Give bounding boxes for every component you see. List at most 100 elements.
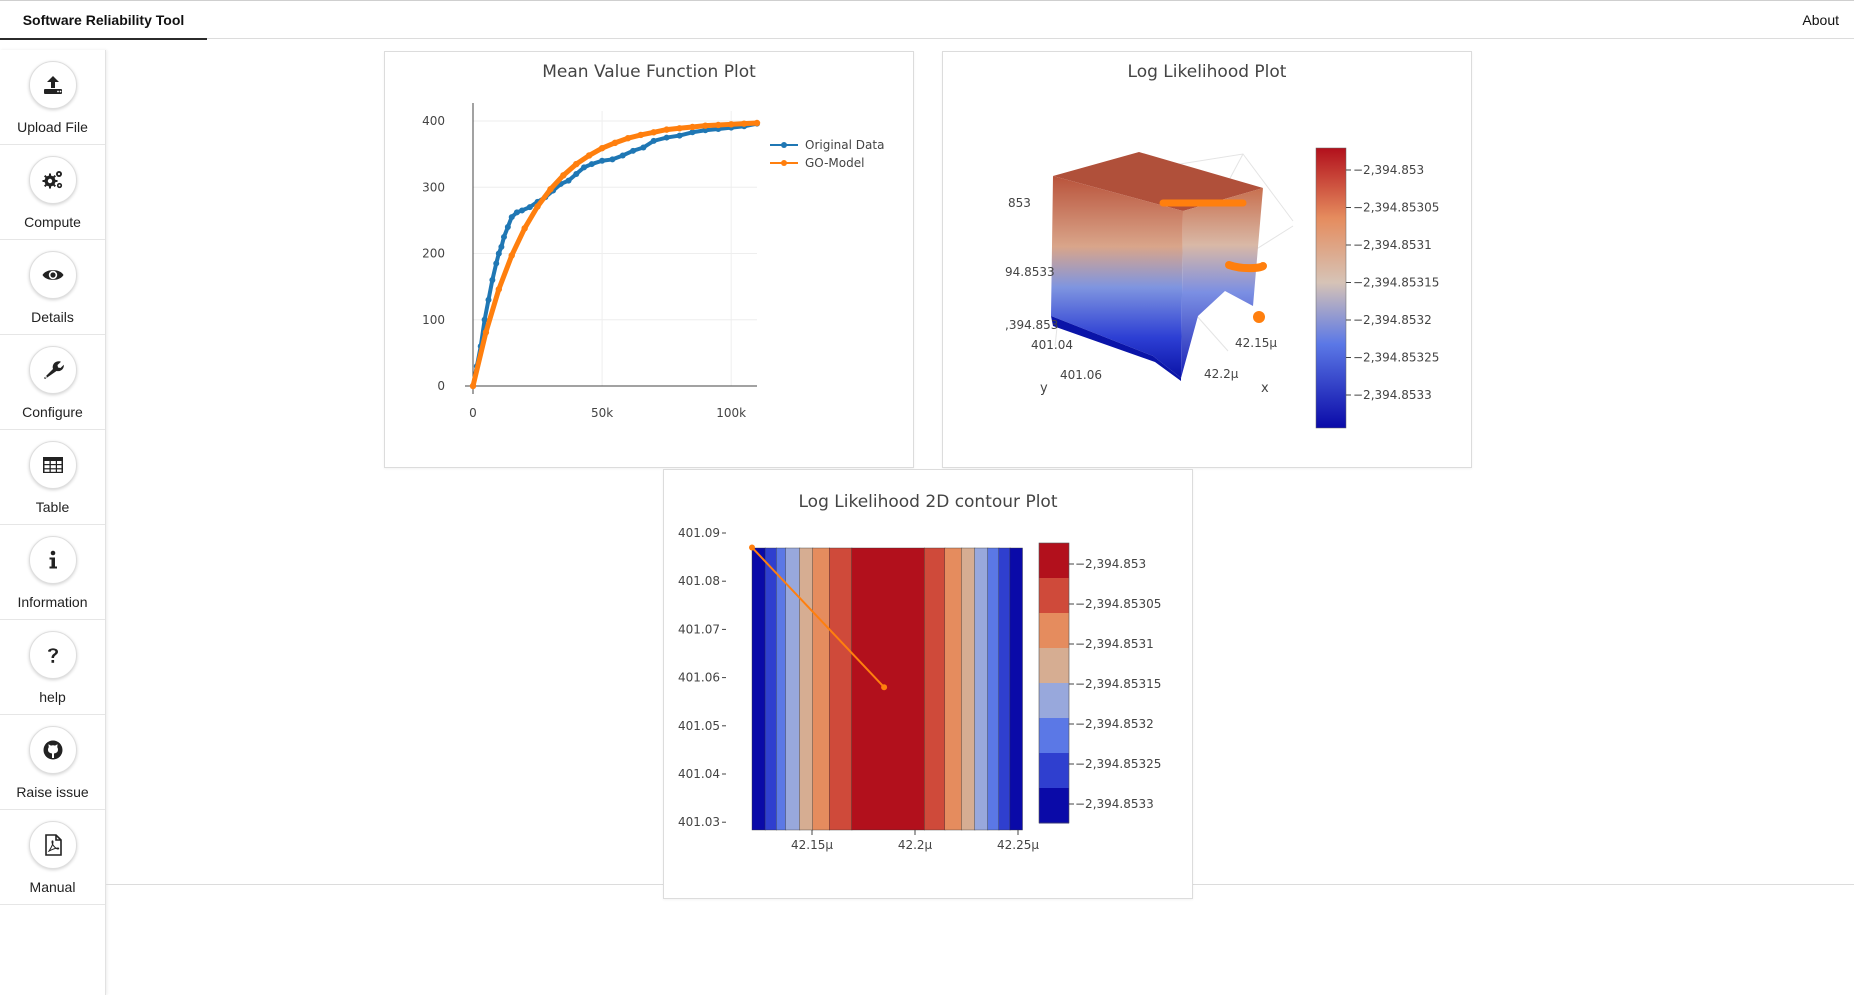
y-tick-label: 300: [422, 180, 445, 194]
data-point: [663, 126, 670, 133]
data-point: [508, 214, 515, 221]
series-line-1: [470, 120, 758, 387]
colorbar-tick-label: −2,394.8531: [1075, 637, 1154, 651]
data-point: [599, 157, 606, 164]
x-tick-label: 100k: [716, 406, 746, 420]
data-point: [585, 152, 593, 159]
colorbar-tick-label: −2,394.8532: [1075, 717, 1154, 731]
sidebar-item-compute[interactable]: Compute: [0, 145, 105, 240]
y-tick-label: 0: [437, 379, 445, 393]
data-point: [663, 134, 670, 141]
legend-label: GO-Model: [805, 156, 864, 170]
data-point: [526, 204, 533, 211]
y-tick-label: 401.06: [1060, 368, 1102, 382]
x-tick-label: 42.25μ: [997, 838, 1039, 852]
surface-path-mid: [1225, 261, 1267, 273]
sidebar-item-table[interactable]: Table: [0, 430, 105, 525]
contour-band: [776, 547, 787, 831]
data-point: [630, 147, 637, 154]
data-point: [495, 286, 503, 293]
question-icon: [28, 631, 77, 679]
mean-value-chart[interactable]: 0 100 200 300 400 0 50k 100k Original Data GO-Mo…: [385, 86, 913, 466]
colorbar-swatch: [1039, 753, 1069, 789]
data-point: [609, 156, 616, 163]
data-point: [498, 243, 505, 250]
colorbar-swatch: [1039, 648, 1069, 684]
wrench-icon: [28, 346, 77, 394]
sidebar-item-details[interactable]: Details: [0, 240, 105, 335]
eye-icon: [28, 251, 77, 299]
data-point: [482, 329, 490, 336]
x-tick-label: 42.15μ: [1235, 336, 1277, 350]
data-point: [753, 119, 761, 127]
data-point: [640, 144, 647, 151]
data-point: [689, 129, 696, 136]
data-point: [493, 260, 500, 267]
data-point: [581, 164, 588, 171]
x-tick-label: 0: [469, 406, 477, 420]
contour-band: [851, 547, 925, 831]
contour-chart[interactable]: 401.09 401.08 401.07 401.06 401.05 401.04 401.…: [664, 524, 1192, 894]
sidebar-item-manual[interactable]: Manual: [0, 810, 105, 905]
colorbar-tick-label: −2,394.85305: [1353, 201, 1439, 215]
y-tick-label: 401.05: [678, 719, 720, 733]
gears-icon: [28, 156, 77, 204]
contour-path-point: [881, 684, 888, 691]
data-point: [504, 224, 511, 230]
sidebar-item-upload-file[interactable]: Upload File: [0, 50, 105, 145]
data-point: [565, 177, 572, 184]
pdf-icon: [28, 821, 77, 869]
data-point: [481, 316, 488, 323]
data-point: [573, 171, 580, 177]
sidebar-item-configure[interactable]: Configure: [0, 335, 105, 430]
contour-band: [961, 547, 976, 831]
about-link[interactable]: About: [1802, 12, 1839, 28]
data-point: [489, 277, 496, 283]
colorbar-tick-label: −2,394.85315: [1353, 276, 1439, 290]
sidebar-item-label: Table: [35, 499, 70, 515]
contour-plot-panel: Log Likelihood 2D contour Plot 401.09 401…: [663, 469, 1193, 899]
sidebar-item-raise-issue[interactable]: Raise issue: [0, 715, 105, 810]
colorbar-swatch: [1039, 613, 1069, 649]
data-point: [740, 120, 748, 127]
data-point: [521, 225, 528, 232]
contour-band: [924, 547, 946, 831]
sidebar-item-help[interactable]: help: [0, 620, 105, 715]
colorbar-tick-label: −2,394.85325: [1353, 351, 1439, 365]
x-axis-label: x: [1261, 381, 1269, 396]
contour-band: [799, 547, 814, 831]
y-tick-label: 401.09: [678, 526, 720, 540]
contour-path-point: [749, 544, 755, 551]
surface-front: [1051, 176, 1183, 378]
surface-right: [1181, 188, 1263, 378]
mean-value-plot-panel: Mean Value Function Plot 0 100 200 300 400 0 5…: [384, 51, 914, 468]
legend-marker: [781, 142, 787, 148]
colorbar-swatch: [1039, 543, 1069, 579]
z-tick-label: 853: [1008, 196, 1031, 210]
surface-top: [1053, 152, 1263, 211]
app-title-tab[interactable]: Software Reliability Tool: [0, 1, 207, 40]
sidebar-item-label: Upload File: [17, 119, 88, 135]
sidebar-item-label: help: [39, 689, 66, 705]
contour-band: [751, 547, 766, 831]
colorbar-tick-label: −2,394.85325: [1075, 757, 1161, 771]
contour-band: [987, 547, 1000, 831]
log-likelihood-3d-chart[interactable]: 853 94.8533 ,394.853 401.04 401.06 y 42.…: [943, 86, 1471, 466]
data-point: [619, 152, 626, 159]
colorbar-frame: [1038, 542, 1070, 824]
colorbar-tick-label: −2,394.8533: [1353, 388, 1432, 402]
top-navbar: Software Reliability Tool About: [0, 0, 1854, 40]
x-tick-label: 42.2μ: [898, 838, 933, 852]
sidebar-item-label: Raise issue: [16, 784, 89, 800]
contour-plot-title: Log Likelihood 2D contour Plot: [798, 492, 1058, 512]
sidebar: Upload File Compute Details Configure Ta…: [0, 50, 106, 995]
y-tick-label: 401.07: [678, 622, 720, 636]
data-point: [547, 186, 554, 193]
contour-band: [998, 547, 1011, 831]
data-point: [485, 296, 492, 303]
z-tick-label: 94.8533: [1005, 265, 1055, 279]
y-tick-label: 400: [422, 114, 445, 128]
colorbar-swatch: [1039, 718, 1069, 754]
sidebar-item-information[interactable]: Information: [0, 525, 105, 620]
colorbar-tick-label: −2,394.853: [1353, 163, 1424, 177]
